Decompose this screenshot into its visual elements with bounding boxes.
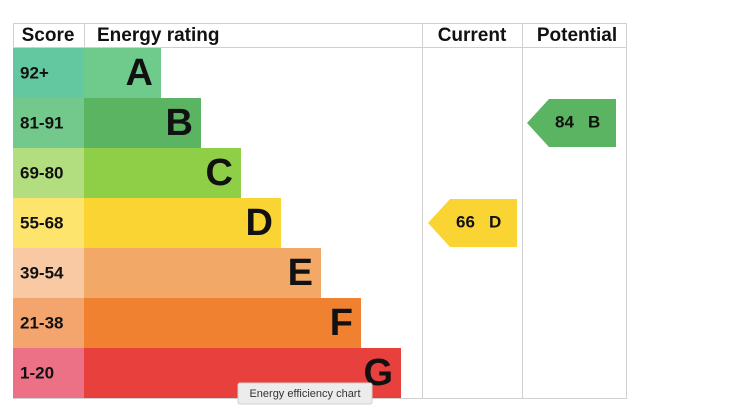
rating-letter: E [288,252,313,294]
score-cell [13,248,84,298]
rating-bar [84,148,241,198]
rating-letter: B [588,112,600,131]
score-cell [13,298,84,348]
rating-letter: B [166,102,193,144]
rating-letter: D [489,212,501,231]
rating-bar [84,198,281,248]
rating-arrow [527,99,616,147]
rating-bar [84,248,321,298]
score-label: 81-91 [20,113,63,132]
rating-value: 84 [555,112,574,131]
score-cell [13,348,84,398]
score-cell [13,98,84,148]
score-cell [13,148,84,198]
rating-bar [84,48,161,98]
rating-bar [84,98,201,148]
header: Current [438,25,507,46]
rating-bar [84,298,361,348]
score-label: 21-38 [20,313,63,332]
rating-value: 66 [456,212,475,231]
rating-letter: C [206,152,233,194]
score-label: 55-68 [20,213,63,232]
score-cell [13,198,84,248]
header: Score [22,25,75,46]
score-cell [13,48,84,98]
score-label: 39-54 [20,263,64,282]
score-label: 92+ [20,63,49,82]
score-label: 69-80 [20,163,63,182]
header: Energy rating [97,25,219,46]
header: Potential [537,25,617,46]
tooltip: Energy efficiency chart [249,388,360,400]
rating-letter: F [330,302,353,344]
score-label: 1-20 [20,363,54,382]
rating-arrow [428,199,517,247]
rating-letter: A [126,52,153,94]
rating-letter: D [246,202,273,244]
tooltip-bg [237,382,373,405]
